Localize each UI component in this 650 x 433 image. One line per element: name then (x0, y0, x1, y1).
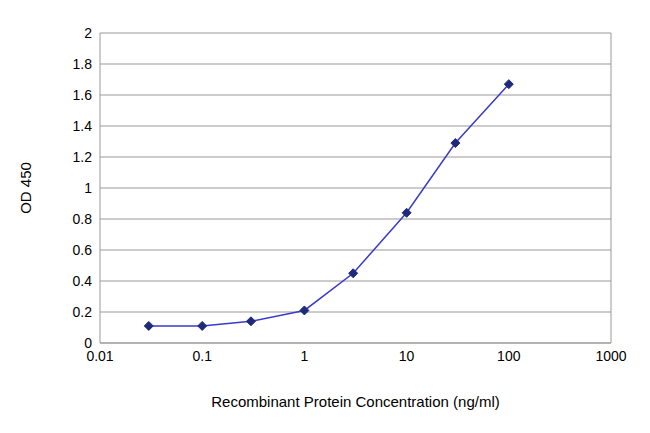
svg-text:1.8: 1.8 (73, 56, 93, 72)
svg-text:0.01: 0.01 (86, 347, 114, 364)
svg-text:1: 1 (301, 348, 309, 364)
svg-text:1.4: 1.4 (73, 118, 93, 134)
svg-text:0: 0 (84, 335, 92, 351)
svg-text:1.6: 1.6 (73, 87, 93, 103)
svg-text:0.8: 0.8 (73, 211, 93, 227)
svg-text:0.4: 0.4 (73, 273, 93, 289)
svg-text:1000: 1000 (595, 348, 626, 364)
svg-text:10: 10 (399, 348, 415, 364)
svg-text:1: 1 (84, 180, 92, 196)
svg-text:1.2: 1.2 (73, 149, 93, 165)
svg-text:0.2: 0.2 (73, 304, 93, 320)
svg-text:0.6: 0.6 (73, 242, 93, 258)
svg-text:OD 450: OD 450 (17, 162, 34, 214)
svg-text:0.1: 0.1 (192, 348, 212, 364)
svg-text:Recombinant Protein Concentrat: Recombinant Protein Concentration (ng/ml… (211, 393, 499, 410)
svg-text:100: 100 (497, 348, 521, 364)
svg-text:2: 2 (84, 25, 92, 41)
